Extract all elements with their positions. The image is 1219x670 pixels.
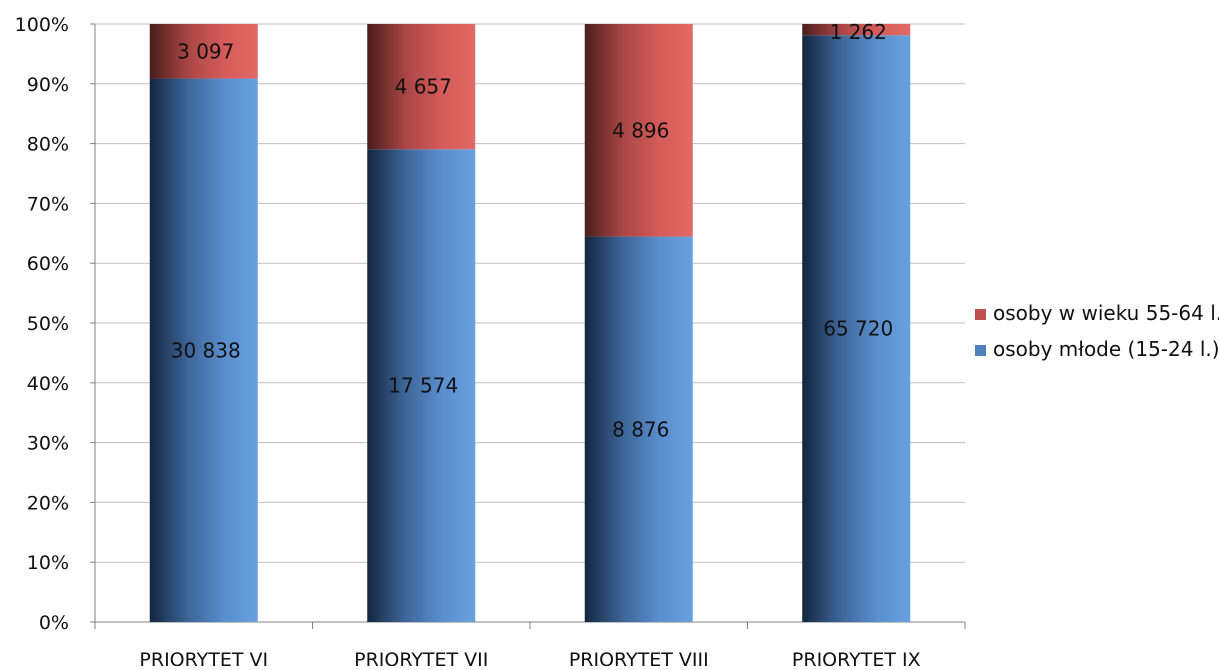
bar-segment [802, 35, 911, 623]
y-tick-label: 10% [27, 552, 69, 574]
data-label: 4 896 [612, 118, 669, 142]
axes: 0% 10% 20% 30% 40% 50% 60% 70% 80% 90% 100% PRIORYT… [15, 14, 966, 670]
x-category-label: PRIORYTET VIII [569, 649, 709, 666]
y-tick-label: 30% [27, 433, 69, 455]
bar-segment [584, 236, 693, 622]
x-category-label: PRIORYTET VII [354, 649, 488, 666]
data-label: 30 838 [171, 338, 241, 362]
data-label: 1 262 [830, 20, 887, 44]
legend: osoby w wieku 55-64 l. osoby młode (15-24… [975, 301, 1219, 361]
x-category-label: PRIORYTET VI [139, 649, 268, 666]
y-tick-label: 80% [27, 134, 69, 156]
y-tick-label: 90% [27, 74, 69, 96]
legend-swatch [975, 309, 986, 320]
bar-segment [149, 24, 258, 79]
bar-segment [584, 24, 693, 237]
legend-label: osoby młode (15-24 l.) [993, 337, 1219, 361]
y-tick-label: 60% [27, 253, 69, 275]
bar-segment [367, 149, 476, 622]
data-label: 8 876 [612, 417, 669, 441]
y-tick-label: 50% [27, 313, 69, 335]
bar-segment [367, 24, 476, 150]
y-tick-label: 70% [27, 193, 69, 215]
y-tick-label: 20% [27, 492, 69, 514]
data-label: 4 657 [395, 75, 452, 99]
data-label: 17 574 [388, 374, 458, 398]
y-tick-label: 0% [39, 612, 69, 634]
x-category-label: PRIORYTET IX [792, 649, 921, 666]
data-label: 65 720 [823, 317, 893, 341]
legend-swatch [975, 345, 986, 356]
bars [149, 24, 911, 623]
data-labels: 30 838 3 097 17 574 4 657 8 876 4 896 65 720 1 … [171, 20, 893, 441]
y-tick-label: 100% [15, 14, 69, 36]
y-tick-label: 40% [27, 373, 69, 395]
bar-segment [149, 78, 258, 623]
data-label: 3 097 [177, 39, 234, 63]
legend-label: osoby w wieku 55-64 l. [993, 301, 1219, 325]
bar-segment [802, 24, 911, 36]
